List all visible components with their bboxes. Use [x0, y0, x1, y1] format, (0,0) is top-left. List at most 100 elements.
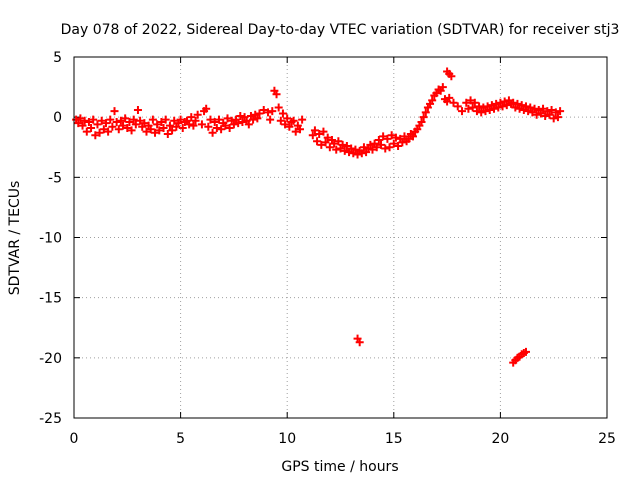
data-point — [93, 120, 102, 129]
y-tick-label: -20 — [39, 351, 62, 367]
data-point — [553, 113, 562, 122]
data-point — [234, 119, 243, 128]
data-point — [379, 132, 388, 141]
y-tick-label: -10 — [39, 231, 62, 247]
data-point — [381, 144, 390, 153]
y-axis-label: SDTVAR / TECUs — [7, 181, 23, 296]
data-point — [148, 115, 157, 124]
data-point — [462, 98, 471, 107]
data-point — [178, 123, 187, 132]
data-point — [87, 123, 96, 132]
data-point — [170, 116, 179, 125]
y-tick-label: -5 — [48, 170, 62, 186]
data-point — [289, 116, 298, 125]
data-point — [398, 138, 407, 147]
data-point — [110, 107, 119, 116]
data-point — [338, 140, 347, 149]
data-point — [428, 96, 437, 105]
data-point — [131, 120, 140, 129]
data-point — [204, 122, 213, 131]
y-tick-label: 5 — [53, 50, 62, 66]
x-tick-label: 15 — [385, 431, 403, 447]
data-point — [78, 121, 87, 130]
data-point — [197, 120, 206, 129]
data-point — [485, 105, 494, 114]
data-point — [155, 126, 164, 135]
data-point — [547, 105, 556, 114]
data-point — [366, 140, 375, 149]
data-point — [91, 131, 100, 140]
data-point — [521, 347, 530, 356]
data-point — [266, 115, 275, 124]
data-point — [189, 121, 198, 130]
data-point — [447, 72, 456, 81]
data-point — [74, 119, 83, 128]
y-tick-label: -25 — [39, 411, 62, 427]
data-point — [357, 149, 366, 158]
data-point — [212, 123, 221, 132]
x-tick-label: 20 — [491, 431, 509, 447]
data-point — [419, 113, 428, 122]
data-point — [351, 145, 360, 154]
data-point — [404, 134, 413, 143]
data-point — [438, 83, 447, 92]
data-point — [101, 119, 110, 128]
data-point — [208, 128, 217, 137]
data-point — [114, 125, 123, 134]
plot-frame — [73, 56, 608, 419]
data-point — [253, 114, 262, 123]
data-point — [466, 96, 475, 105]
data-point — [477, 108, 486, 117]
data-point — [530, 104, 539, 113]
data-point — [236, 111, 245, 120]
data-point — [458, 107, 467, 116]
data-point — [191, 116, 200, 125]
data-point — [187, 113, 196, 122]
data-point — [509, 98, 518, 107]
data-point — [276, 116, 285, 125]
data-point — [268, 107, 277, 116]
x-tick-label: 10 — [278, 431, 296, 447]
data-point — [99, 125, 108, 134]
data-point — [368, 145, 377, 154]
data-point — [536, 109, 545, 118]
x-tick-label: 0 — [70, 431, 79, 447]
data-point — [472, 107, 481, 116]
data-point — [502, 101, 511, 110]
data-point — [108, 122, 117, 131]
data-point — [470, 98, 479, 107]
data-point — [330, 139, 339, 148]
data-point — [526, 103, 535, 112]
data-point — [221, 121, 230, 130]
data-point — [168, 126, 177, 135]
data-point — [383, 134, 392, 143]
data-point — [545, 110, 554, 119]
data-point — [481, 107, 490, 116]
data-point — [136, 116, 145, 125]
data-point — [494, 103, 503, 112]
data-point — [313, 137, 322, 146]
data-point — [325, 143, 334, 152]
data-point — [549, 114, 558, 123]
data-point — [225, 123, 234, 132]
data-point — [517, 101, 526, 110]
data-point — [400, 132, 409, 141]
data-point — [193, 110, 202, 119]
data-point — [259, 105, 268, 114]
data-point — [142, 127, 151, 136]
data-point — [95, 128, 104, 137]
data-point — [217, 125, 226, 134]
data-point — [264, 108, 273, 117]
data-point — [84, 117, 93, 126]
data-point — [317, 140, 326, 149]
data-point — [389, 139, 398, 148]
x-tick-label: 5 — [176, 431, 185, 447]
data-point — [532, 110, 541, 119]
data-point — [342, 142, 351, 151]
data-point — [97, 116, 106, 125]
data-point — [127, 126, 136, 135]
data-point — [445, 93, 454, 102]
data-point — [319, 127, 328, 136]
data-point — [272, 90, 281, 99]
data-point — [112, 117, 121, 126]
